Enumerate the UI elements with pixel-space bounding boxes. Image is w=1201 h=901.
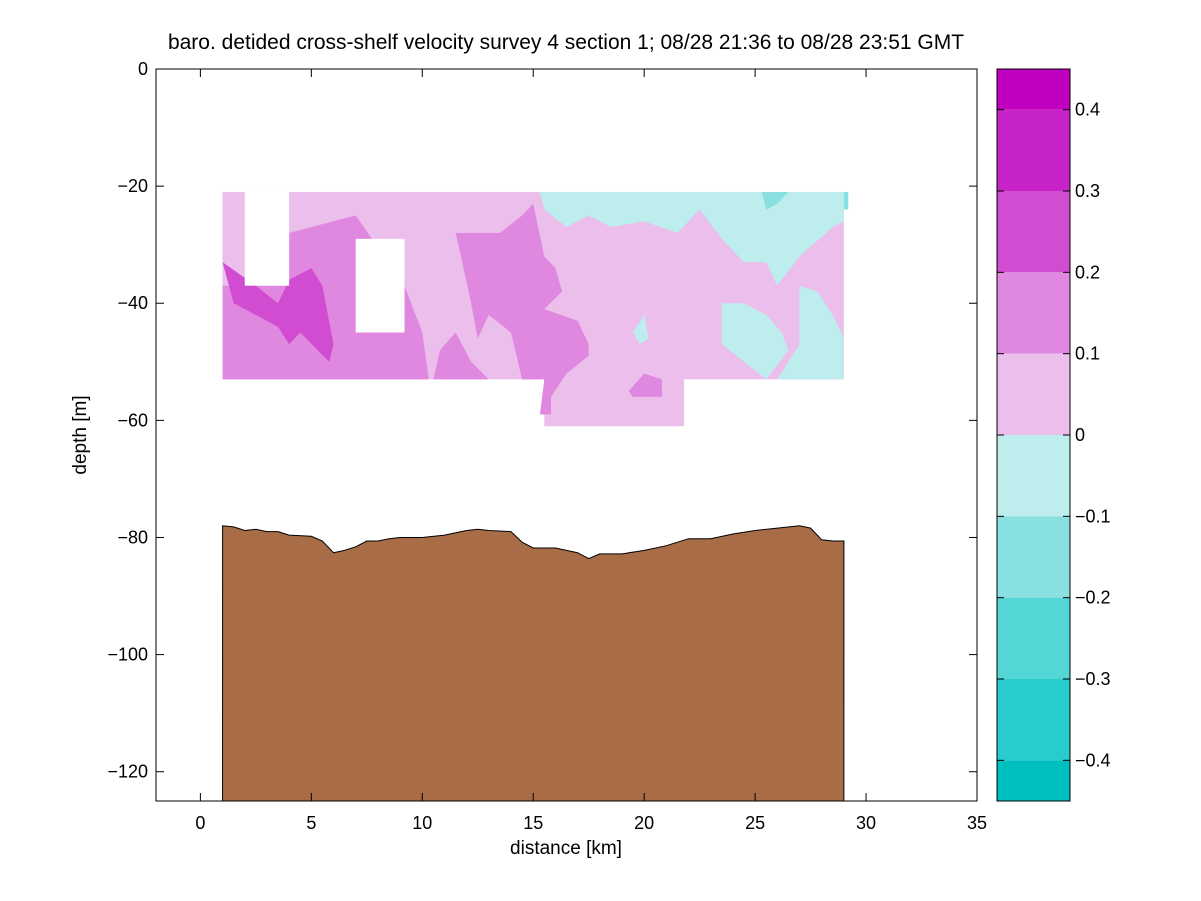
velocity-region: [633, 315, 649, 345]
colorbar-tick-label: −0.1: [1075, 506, 1111, 526]
velocity-region: [777, 285, 844, 380]
x-tick-label: 15: [523, 813, 543, 833]
x-tick-label: 0: [195, 813, 205, 833]
x-tick-label: 30: [856, 813, 876, 833]
colorbar: 0.4 0.3 0.2 0.1 0 −0.1 −0.2 −0.3 −0.4: [996, 68, 1111, 802]
colorbar-band: [997, 597, 1070, 679]
y-tick-label: −100: [107, 645, 148, 665]
plot-area: 0 5 10 15 20 25 30 35 0 −20 −40 −60 −80 −100 −120: [107, 59, 987, 833]
y-tick-label: −80: [117, 527, 148, 547]
x-tick-label: 5: [306, 813, 316, 833]
no-data-gap: [244, 191, 290, 286]
y-tick-label: 0: [138, 59, 148, 79]
y-tick-label: −60: [117, 410, 148, 430]
colorbar-band: [997, 516, 1070, 598]
no-data-gap: [355, 238, 405, 333]
colorbar-band: [997, 191, 1070, 273]
x-tick-label: 25: [745, 813, 765, 833]
colorbar-band: [997, 760, 1070, 801]
x-tick-label: 35: [967, 813, 987, 833]
colorbar-tick-label: 0.4: [1075, 100, 1100, 120]
velocity-region: [455, 203, 589, 415]
y-tick-label: −40: [117, 293, 148, 313]
seafloor: [222, 525, 845, 801]
chart-title: baro. detided cross-shelf velocity surve…: [168, 31, 964, 54]
x-tick-label: 20: [634, 813, 654, 833]
velocity-region: [761, 192, 789, 210]
colorbar-tick-label: 0.3: [1075, 181, 1100, 201]
y-tick-label: −120: [107, 762, 148, 782]
y-axis-title: depth [m]: [70, 395, 91, 474]
colorbar-tick-label: −0.2: [1075, 588, 1111, 608]
colorbar-band: [997, 272, 1070, 354]
velocity-region: [721, 303, 789, 380]
x-axis-title: distance [km]: [510, 838, 622, 859]
colorbar-tick-label: −0.4: [1075, 750, 1111, 770]
colorbar-tick-label: 0: [1075, 425, 1085, 445]
velocity-region: [222, 262, 334, 362]
colorbar-tick-label: 0.1: [1075, 344, 1100, 364]
section-deep-extension: [544, 379, 685, 427]
colorbar-band: [997, 435, 1070, 517]
colorbar-tick-label: −0.3: [1075, 669, 1111, 689]
velocity-region: [539, 192, 844, 286]
velocity-region: [433, 332, 489, 380]
colorbar-tick-label: 0.2: [1075, 262, 1100, 282]
y-tick-label: −20: [117, 176, 148, 196]
velocity-region: [843, 192, 849, 210]
colorbar-band: [997, 353, 1070, 435]
colorbar-band: [997, 679, 1070, 761]
colorbar-band: [997, 109, 1070, 191]
x-tick-label: 10: [412, 813, 432, 833]
colorbar-band: [997, 69, 1070, 110]
velocity-region: [628, 373, 662, 397]
plot-frame: [155, 68, 978, 802]
